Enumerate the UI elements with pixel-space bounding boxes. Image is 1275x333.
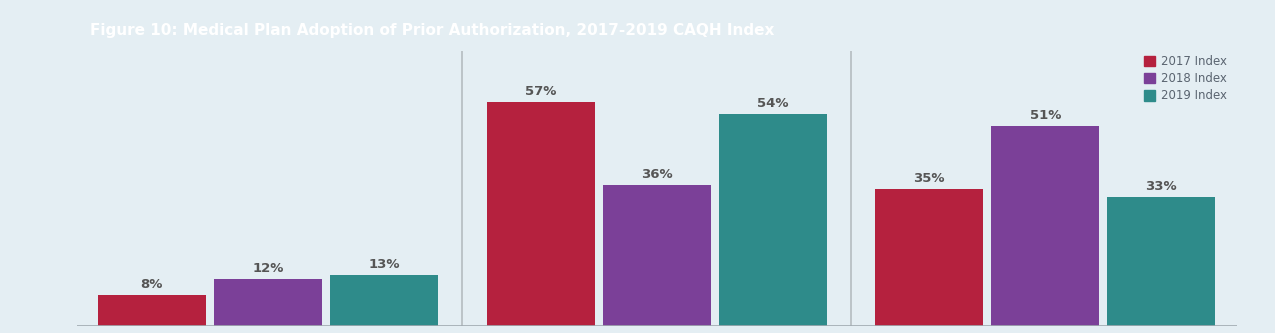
Text: 57%: 57% xyxy=(525,85,556,98)
Text: 33%: 33% xyxy=(1145,180,1177,193)
Bar xyxy=(487,102,594,326)
Text: Figure 10: Medical Plan Adoption of Prior Authorization, 2017-2019 CAQH Index: Figure 10: Medical Plan Adoption of Prio… xyxy=(91,23,775,38)
Bar xyxy=(1108,196,1215,326)
Text: 8%: 8% xyxy=(140,278,163,291)
Text: 36%: 36% xyxy=(641,168,672,181)
Legend: 2017 Index, 2018 Index, 2019 Index: 2017 Index, 2018 Index, 2019 Index xyxy=(1140,52,1230,106)
Bar xyxy=(214,279,321,326)
Text: 51%: 51% xyxy=(1030,109,1061,122)
Bar xyxy=(992,126,1099,326)
Bar xyxy=(719,114,826,326)
Text: 54%: 54% xyxy=(757,97,788,110)
Bar xyxy=(876,189,983,326)
Bar xyxy=(330,275,437,326)
Bar xyxy=(98,295,205,326)
Text: 12%: 12% xyxy=(252,262,283,275)
Text: 13%: 13% xyxy=(368,258,400,271)
Bar xyxy=(603,185,710,326)
Text: 35%: 35% xyxy=(913,172,945,185)
